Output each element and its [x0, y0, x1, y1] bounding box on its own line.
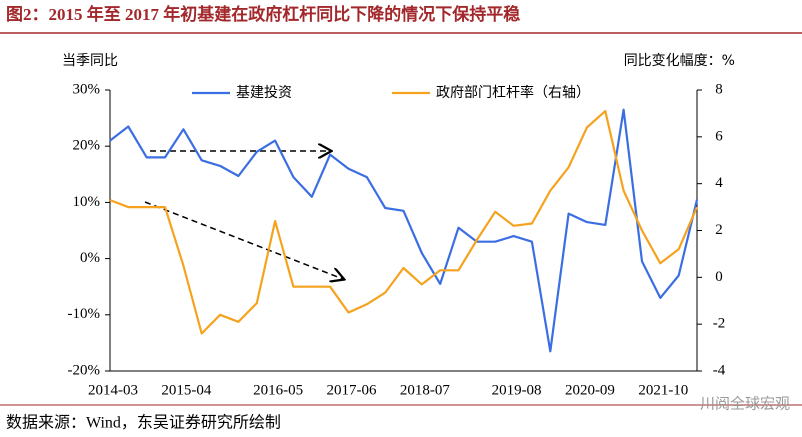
annotation-arrow: [144, 201, 343, 279]
x-tick-label: 2020-09: [565, 382, 615, 398]
y-tick-label: 20%: [73, 138, 101, 154]
y2-tick-label: 8: [715, 81, 723, 97]
y-tick-label: -20%: [68, 362, 101, 378]
watermark: 川阅全球宏观: [700, 395, 790, 413]
y-tick-label: 30%: [73, 81, 101, 97]
legend-label: 基建投资: [236, 84, 292, 101]
y-tick-label: -10%: [68, 306, 101, 322]
y2-tick-label: 0: [715, 269, 723, 285]
x-tick-label: 2021-10: [638, 382, 688, 398]
x-tick-label: 2014-03: [88, 382, 138, 398]
y2-axis-label: 同比变化幅度：%: [624, 53, 735, 69]
y2-tick-label: 4: [715, 175, 723, 191]
y2-tick-label: -2: [713, 316, 726, 332]
x-tick-label: 2017-06: [326, 382, 376, 398]
x-tick-label: 2016-05: [253, 382, 303, 398]
y-tick-label: 10%: [73, 194, 101, 210]
x-tick-label: 2018-07: [400, 382, 450, 398]
y-tick-label: 0%: [80, 250, 100, 266]
legend-label: 政府部门杠杆率（右轴）: [436, 84, 590, 101]
y2-tick-label: 2: [715, 222, 723, 238]
y-axis-label: 当季同比: [62, 53, 118, 69]
x-tick-label: 2015-04: [161, 382, 211, 398]
x-tick-label: 2019-08: [492, 382, 542, 398]
source: 数据来源：Wind，东吴证券研究所绘制: [6, 414, 281, 432]
y2-tick-label: -4: [713, 362, 726, 378]
chart-title: 图2：2015 年至 2017 年初基建在政府杠杆同比下降的情况下保持平稳: [6, 4, 520, 24]
y2-tick-label: 6: [715, 128, 723, 144]
line-series: [109, 110, 699, 335]
line-series: [109, 108, 699, 353]
